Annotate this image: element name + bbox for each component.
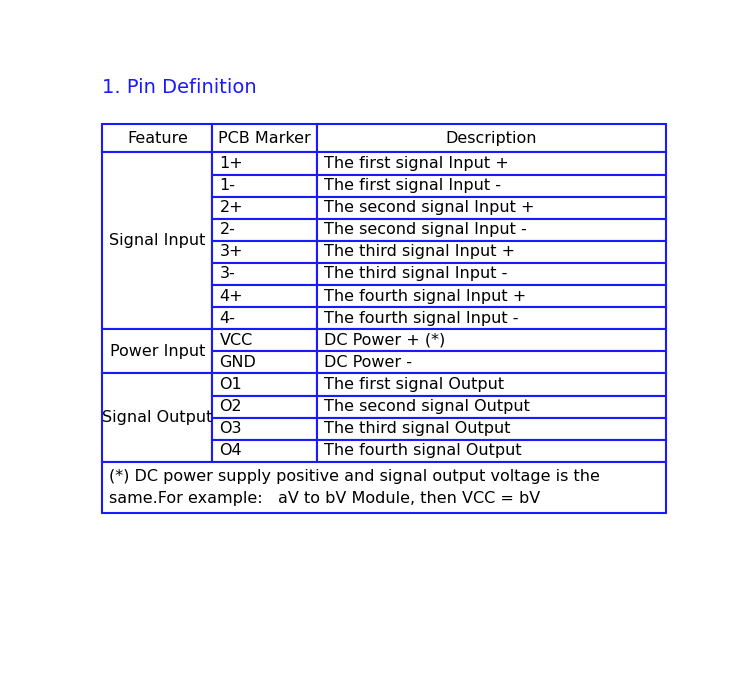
Text: 1+: 1+ (220, 156, 243, 171)
Text: Signal Input: Signal Input (110, 233, 206, 248)
Bar (212, 395, 316, 418)
Text: 3+: 3+ (220, 244, 243, 260)
Text: 2-: 2- (220, 223, 236, 237)
Text: same.For example:   aV to bV Module, then VCC = bV: same.For example: aV to bV Module, then … (110, 491, 541, 506)
Bar (212, 174, 316, 197)
Bar (316, 125, 666, 153)
Text: The first signal Input -: The first signal Input - (324, 178, 501, 193)
Text: The fourth signal Input +: The fourth signal Input + (324, 288, 526, 304)
Bar (212, 263, 316, 285)
Text: DC Power -: DC Power - (324, 355, 412, 370)
Bar (316, 395, 666, 418)
Text: O3: O3 (220, 421, 242, 436)
Bar (103, 373, 212, 462)
Text: Feature: Feature (127, 131, 188, 146)
Bar (316, 174, 666, 197)
Text: The second signal Input -: The second signal Input - (324, 223, 526, 237)
Text: GND: GND (220, 355, 257, 370)
Bar (103, 329, 212, 373)
Bar (316, 307, 666, 329)
Bar (316, 219, 666, 241)
Text: The second signal Output: The second signal Output (324, 399, 530, 414)
Bar (212, 219, 316, 241)
Text: Signal Output: Signal Output (102, 410, 213, 425)
Bar (316, 351, 666, 373)
Bar (316, 440, 666, 462)
Bar (212, 153, 316, 174)
Text: DC Power + (*): DC Power + (*) (324, 332, 445, 348)
Bar (212, 373, 316, 395)
Text: The third signal Input +: The third signal Input + (324, 244, 514, 260)
Text: O4: O4 (220, 443, 242, 459)
Bar (212, 197, 316, 219)
Bar (212, 241, 316, 263)
Bar (103, 462, 666, 513)
Text: The fourth signal Input -: The fourth signal Input - (324, 311, 518, 326)
Text: 4+: 4+ (220, 288, 243, 304)
Text: The first signal Input +: The first signal Input + (324, 156, 508, 171)
Text: (*) DC power supply positive and signal output voltage is the: (*) DC power supply positive and signal … (110, 469, 600, 484)
Bar (316, 329, 666, 351)
Bar (212, 329, 316, 351)
Text: O1: O1 (220, 377, 242, 392)
Bar (316, 153, 666, 174)
Text: Power Input: Power Input (110, 344, 206, 359)
Text: The fourth signal Output: The fourth signal Output (324, 443, 521, 459)
Bar (212, 418, 316, 440)
Bar (316, 197, 666, 219)
Text: Description: Description (446, 131, 537, 146)
Text: 1-: 1- (220, 178, 236, 193)
Text: The first signal Output: The first signal Output (324, 377, 504, 392)
Text: The third signal Output: The third signal Output (324, 421, 510, 436)
Bar (212, 440, 316, 462)
Text: 3-: 3- (220, 267, 236, 281)
Text: 1. Pin Definition: 1. Pin Definition (103, 78, 257, 97)
Bar (316, 418, 666, 440)
Bar (103, 153, 212, 329)
Bar (103, 125, 212, 153)
Text: 4-: 4- (220, 311, 236, 326)
Text: O2: O2 (220, 399, 242, 414)
Text: VCC: VCC (220, 332, 253, 348)
Bar (316, 263, 666, 285)
Bar (212, 351, 316, 373)
Bar (316, 241, 666, 263)
Text: 2+: 2+ (220, 200, 243, 215)
Text: The second signal Input +: The second signal Input + (324, 200, 534, 215)
Bar (212, 125, 316, 153)
Text: The third signal Input -: The third signal Input - (324, 267, 507, 281)
Text: PCB Marker: PCB Marker (218, 131, 311, 146)
Bar (316, 373, 666, 395)
Bar (316, 285, 666, 307)
Bar (212, 307, 316, 329)
Bar (212, 285, 316, 307)
